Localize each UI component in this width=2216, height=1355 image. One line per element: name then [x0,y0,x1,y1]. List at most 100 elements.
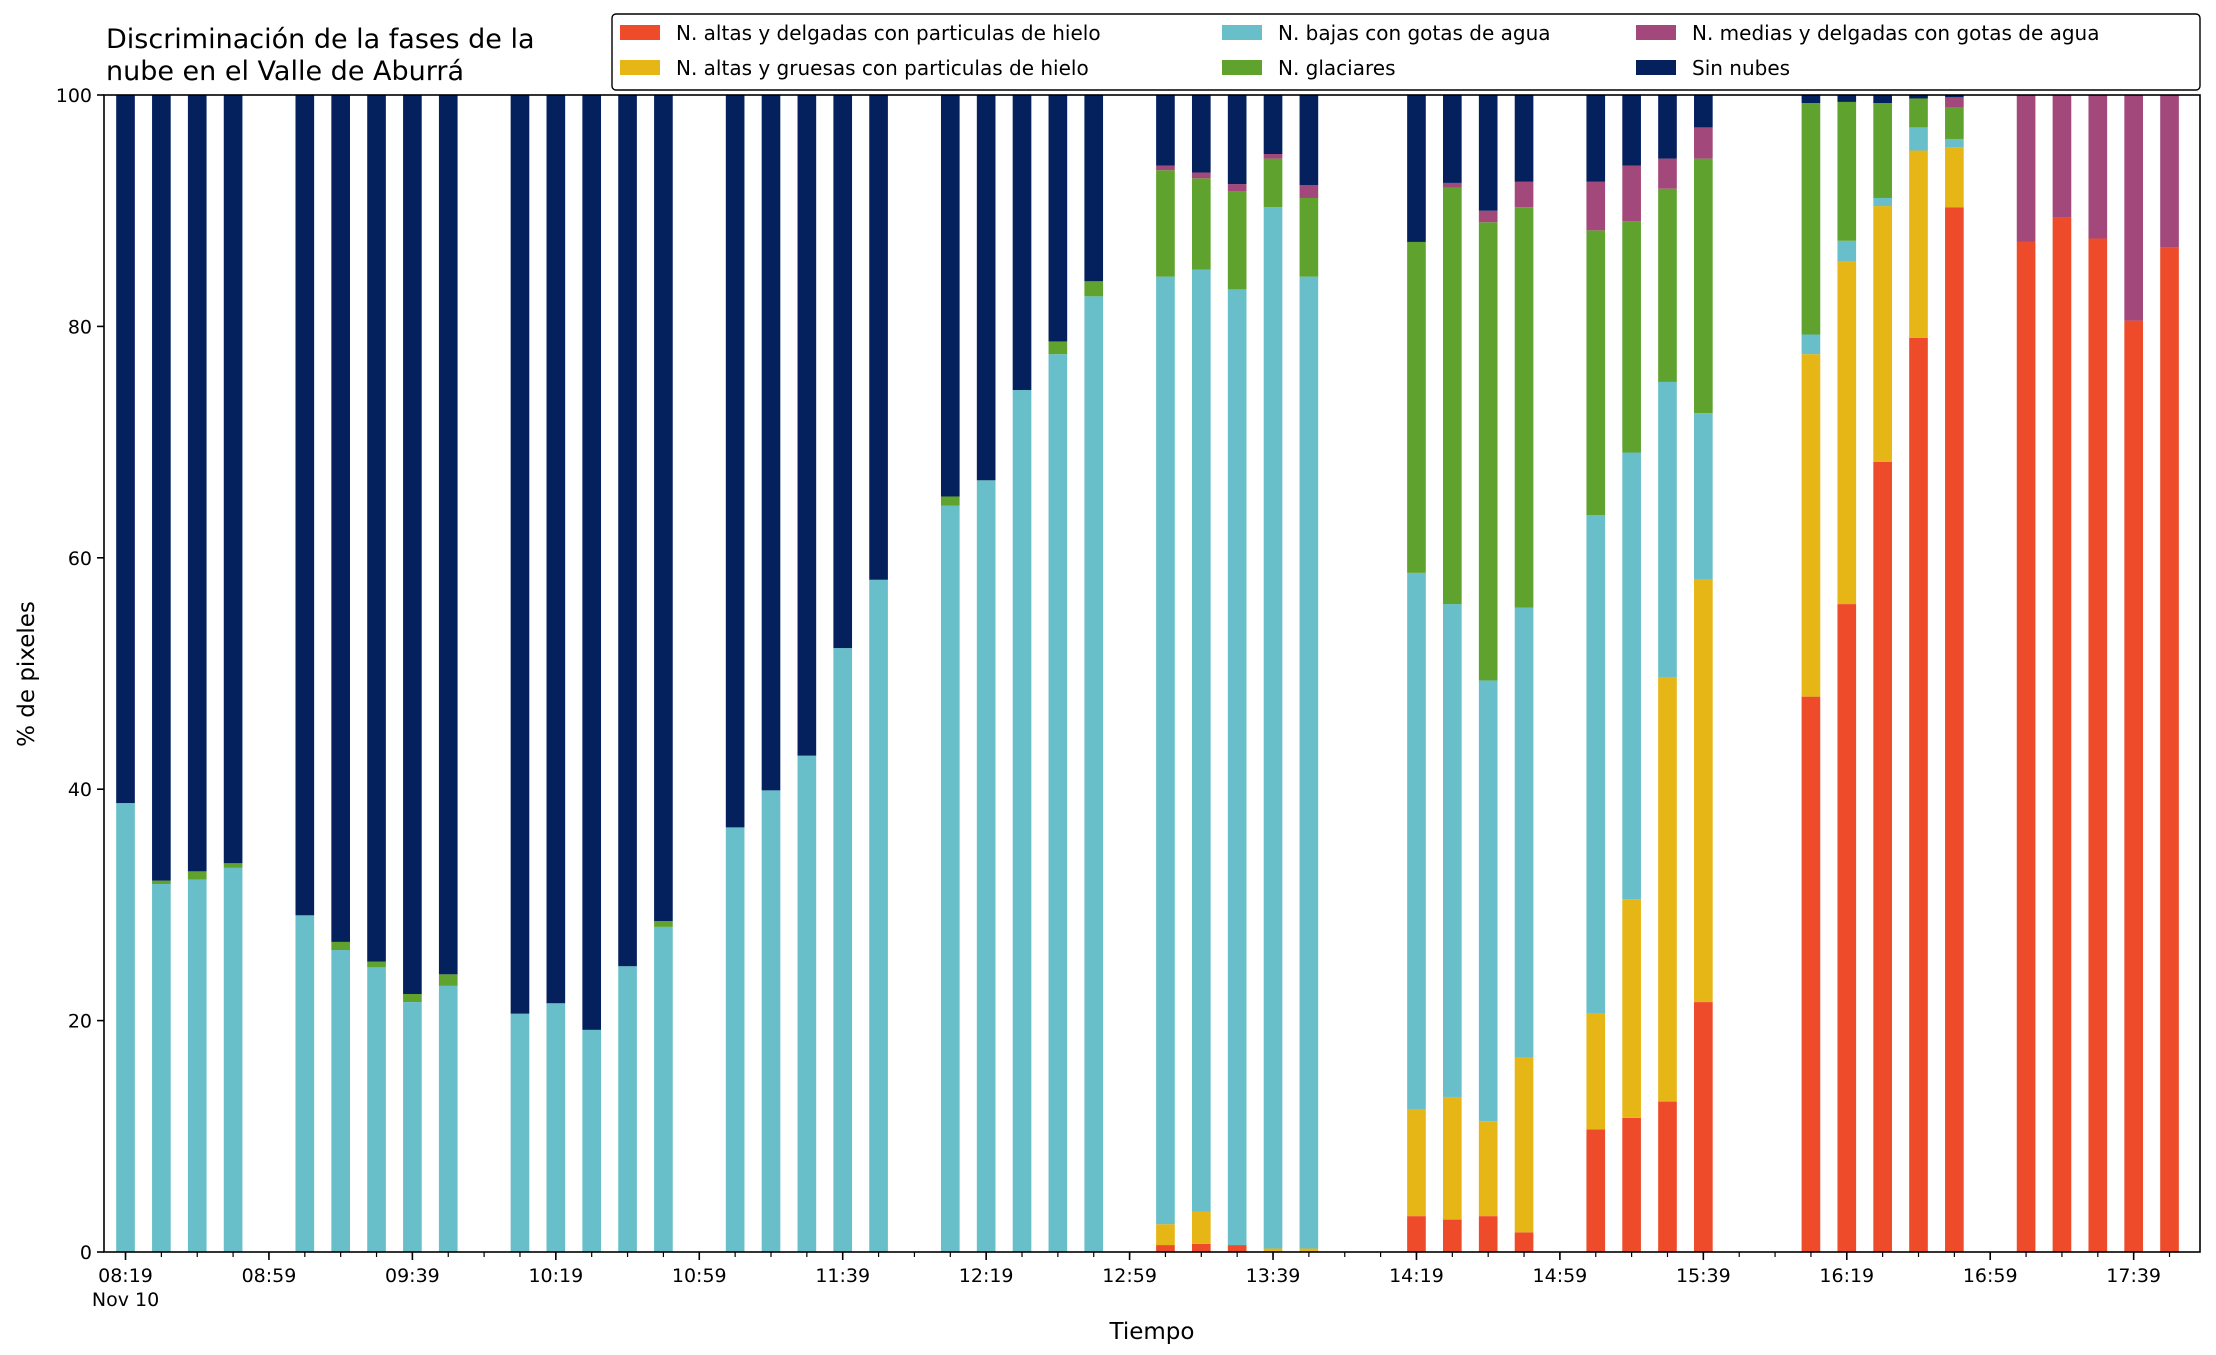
bar-segment [510,1013,530,1252]
bar-segment [510,95,530,1014]
bar-segment [403,95,422,994]
bar-segment [1478,1216,1498,1252]
bar-segment [546,1003,566,1252]
legend-swatch [1636,25,1676,40]
bar-segment [1407,95,1426,242]
bar-segment [367,95,386,962]
x-tick-label: 14:59 [1533,1265,1588,1287]
bar-segment [618,966,637,1252]
bar-segment [1837,240,1857,262]
bar-segment [1514,181,1534,208]
bar-segment [654,926,673,1252]
bar-segment [2052,95,2072,218]
legend: N. altas y delgadas con particulas de hi… [611,13,2201,91]
bar-segment [1909,98,1928,128]
y-tick-label: 60 [68,548,92,570]
bar-segment [116,95,135,804]
bar-segment [1514,1057,1534,1233]
bar-segment [1694,95,1713,128]
bar-segment [1909,127,1928,151]
bar-segment [1586,95,1606,182]
chart-title: Discriminación de la fases de la nube en … [106,24,535,87]
bar-segment [1837,101,1857,241]
bar-segment [1048,95,1068,342]
bar-segment [1156,276,1175,1225]
x-tick-label: 16:19 [1819,1265,1874,1287]
bar-segment [1622,1117,1641,1252]
bar-segment [1407,241,1426,573]
x-axis-label: Tiempo [1109,1319,1195,1345]
y-tick-label: 80 [68,316,92,338]
bar-segment [116,803,135,1252]
bar-segment [1658,381,1677,677]
bar-segment [1837,95,1857,102]
bar-segment [869,95,888,580]
bar-segment [403,993,422,1003]
bar-segment [1156,1224,1175,1246]
bar-segment [223,95,243,864]
bar-segment [1443,95,1462,183]
bar-segment [223,867,243,1252]
bar-segment [1514,207,1534,608]
x-tick-label: 12:59 [1102,1265,1157,1287]
bar-segment [152,884,171,1252]
y-tick-label: 40 [68,779,92,801]
bar-segment [1443,1219,1462,1252]
y-axis-label: % de pixeles [14,601,40,747]
bar-segment [438,985,458,1252]
bar-segment [1407,572,1426,1110]
bar-segment [1909,95,1928,99]
bar-segment [1837,261,1857,605]
bar-segment [2088,238,2108,1253]
bar-segment [1227,184,1247,192]
legend-label: N. altas y gruesas con particulas de hie… [676,56,1089,80]
bar-segment [403,1002,422,1252]
bar-segment [976,95,996,481]
bar-segment [1443,187,1462,605]
bar-segment [1048,341,1068,355]
bar-segment [1801,95,1821,104]
bar-segment [1263,1248,1283,1252]
y-tick-label: 100 [56,85,92,107]
bar-segment [1263,154,1283,159]
bar-segment [1299,1248,1319,1252]
bar-segment [1299,185,1319,198]
bar-segment [1945,95,1964,98]
y-tick-label: 20 [68,1011,92,1033]
x-tick-label: 15:39 [1676,1265,1731,1287]
legend-label: Sin nubes [1692,56,1790,80]
bar-segment [1586,1013,1606,1130]
bar-segment [1227,289,1247,1246]
bar-segment [1873,103,1892,198]
legend-label: N. bajas con gotas de agua [1278,21,1551,45]
legend-label: N. medias y delgadas con gotas de agua [1692,21,2100,45]
bar-segment [1945,147,1964,208]
bar-segment [1263,95,1283,155]
legend-swatch [1222,60,1262,75]
legend-label: N. altas y delgadas con particulas de hi… [676,21,1101,45]
bar-segment [1084,296,1104,1252]
bar-segment [1658,1101,1677,1252]
bar-segment [1658,676,1677,1102]
bar-segment [1514,607,1534,1058]
bar-segment [976,480,996,1252]
bar-segment [1048,354,1068,1252]
bar-segment [2016,95,2036,242]
bar-segment [1945,138,1964,148]
bar-segment [1945,97,1964,108]
bar-segment [295,915,315,1252]
x-tick-label: 13:39 [1246,1265,1301,1287]
bar-segment [1873,206,1892,462]
x-tick-label: 10:19 [528,1265,583,1287]
plot-frame [103,94,2201,1253]
y-tick-label: 0 [80,1242,92,1264]
bar-segment [2088,95,2108,239]
x-tick-label: 16:59 [1963,1265,2018,1287]
bar-segment [1478,1121,1498,1217]
bar-segment [1658,95,1677,159]
bar-segment [1586,514,1606,1014]
bar-segment [2124,95,2143,321]
bar-segment [940,505,960,1252]
bar-segment [1478,222,1498,681]
